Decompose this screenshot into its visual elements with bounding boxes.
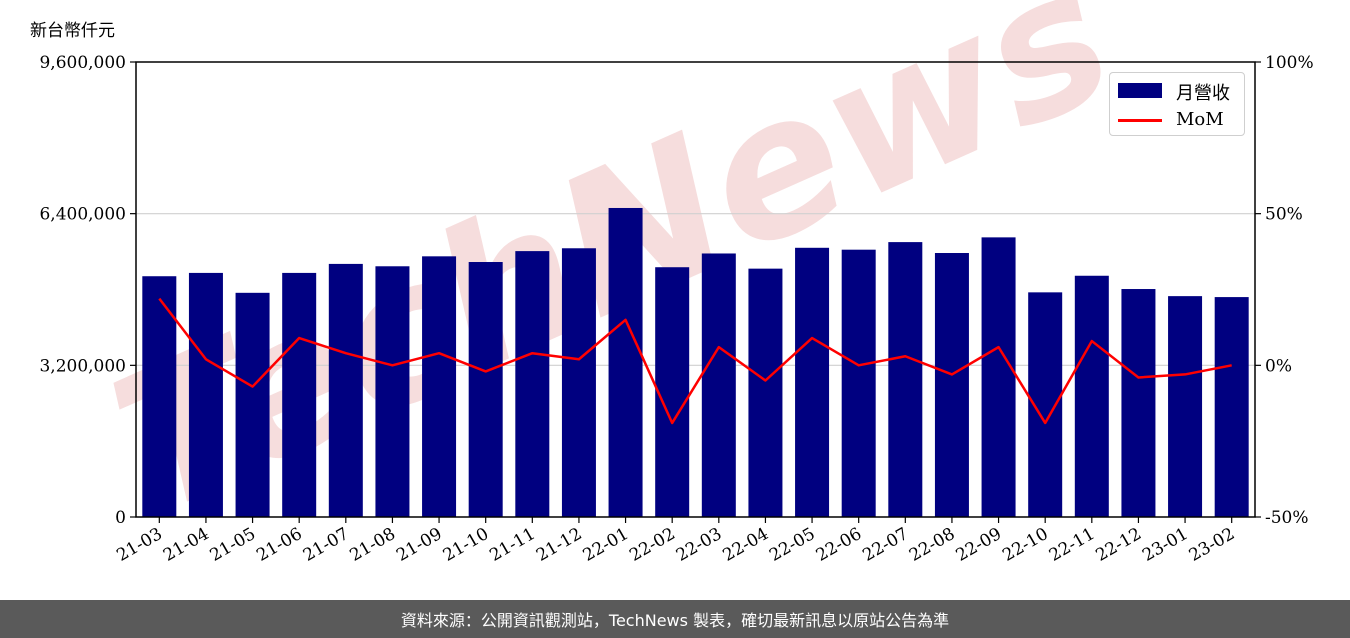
legend-label-revenue: 月營收 xyxy=(1176,83,1230,104)
revenue-bar xyxy=(282,272,317,517)
revenue-bar xyxy=(1214,297,1249,517)
grid-lines xyxy=(136,213,1255,366)
revenue-bar xyxy=(608,207,643,517)
x-tick-label: 21-07 xyxy=(300,524,352,566)
plot-frame xyxy=(135,61,1256,518)
right-tick-label: 50% xyxy=(1265,205,1303,225)
x-tick-label: 22-02 xyxy=(626,524,678,566)
x-tick-label: 22-01 xyxy=(580,524,632,566)
revenue-bar xyxy=(795,247,830,517)
revenue-bar xyxy=(1121,289,1156,517)
axes xyxy=(135,61,1256,518)
revenue-bar xyxy=(748,268,783,517)
x-tick-label: 21-09 xyxy=(393,524,445,566)
revenue-bar xyxy=(142,276,177,517)
legend-line-swatch xyxy=(1118,119,1162,122)
left-tick-label: 3,200,000 xyxy=(39,356,126,376)
revenue-bar xyxy=(468,262,503,517)
left-tick-label: 6,400,000 xyxy=(39,205,126,225)
legend-bar-swatch xyxy=(1118,83,1162,98)
left-tick-label: 0 xyxy=(115,508,126,528)
legend-item-revenue: 月營收 xyxy=(1110,76,1244,104)
revenue-bar xyxy=(888,242,923,517)
right-tick-label: -50% xyxy=(1265,508,1309,528)
revenue-bar xyxy=(841,249,876,517)
legend-label-mom: MoM xyxy=(1176,109,1224,130)
revenue-bar xyxy=(701,253,736,517)
revenue-bar xyxy=(328,263,363,517)
revenue-bar xyxy=(1074,275,1109,517)
x-tick-label: 22-08 xyxy=(906,524,958,566)
x-tick-label: 22-03 xyxy=(673,524,725,566)
revenue-bar xyxy=(934,253,969,518)
x-tick-label: 21-10 xyxy=(440,524,492,566)
revenue-bar xyxy=(1168,296,1203,517)
source-footer: 資料來源：公開資訊觀測站，TechNews 製表，確切最新訊息以原站公告為準 xyxy=(0,600,1350,638)
bar-series xyxy=(142,207,1249,518)
revenue-bar xyxy=(422,256,457,517)
legend-item-mom: MoM xyxy=(1110,106,1244,134)
revenue-bar xyxy=(561,248,596,517)
x-tick-label: 22-09 xyxy=(953,524,1005,566)
x-tick-label: 23-02 xyxy=(1186,524,1238,566)
revenue-bar xyxy=(188,272,223,517)
x-tick-label: 23-01 xyxy=(1139,524,1191,566)
legend: 月營收 MoM xyxy=(1109,72,1245,136)
y-axis-unit-label: 新台幣仟元 xyxy=(30,21,115,41)
right-tick-label: 100% xyxy=(1265,53,1314,73)
x-tick-label: 22-10 xyxy=(999,524,1051,566)
revenue-bar xyxy=(981,237,1016,518)
x-tick-label: 21-11 xyxy=(486,524,538,566)
mom-line-series xyxy=(158,297,1232,425)
revenue-bar xyxy=(375,266,410,517)
mom-line xyxy=(158,297,1232,425)
x-tick-label: 21-03 xyxy=(113,524,165,566)
x-tick-label: 22-07 xyxy=(859,524,911,566)
x-tick-label: 21-08 xyxy=(346,524,398,566)
x-tick-label: 22-05 xyxy=(766,524,818,566)
revenue-bar xyxy=(655,267,690,517)
right-tick-label: 0% xyxy=(1265,356,1292,376)
revenue-chart: TechNews 03,200,0006,400,0009,600,000-50… xyxy=(39,0,1314,566)
x-tick-label: 22-06 xyxy=(813,524,865,566)
x-tick-label: 22-12 xyxy=(1092,524,1144,566)
x-tick-label: 22-11 xyxy=(1046,524,1098,566)
revenue-bar xyxy=(515,251,550,517)
x-tick-label: 21-12 xyxy=(533,524,585,566)
revenue-bar xyxy=(235,292,270,517)
left-tick-label: 9,600,000 xyxy=(39,53,126,73)
x-tick-label: 21-06 xyxy=(253,524,305,566)
x-tick-label: 22-04 xyxy=(719,524,771,566)
